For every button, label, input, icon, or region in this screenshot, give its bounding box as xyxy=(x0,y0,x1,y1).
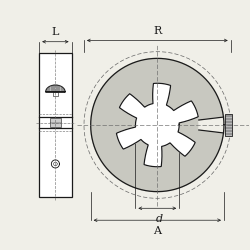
Polygon shape xyxy=(91,58,224,192)
Bar xyxy=(53,92,58,96)
Bar xyxy=(50,118,61,127)
Text: A: A xyxy=(153,226,161,236)
Bar xyxy=(39,53,72,197)
Text: R: R xyxy=(153,26,162,36)
Text: d: d xyxy=(156,214,163,224)
Bar xyxy=(225,114,232,136)
Polygon shape xyxy=(116,83,198,167)
Polygon shape xyxy=(54,162,57,166)
Bar xyxy=(225,114,232,136)
Polygon shape xyxy=(51,160,60,168)
Polygon shape xyxy=(199,117,224,133)
Text: L: L xyxy=(52,27,59,37)
Polygon shape xyxy=(46,85,65,92)
